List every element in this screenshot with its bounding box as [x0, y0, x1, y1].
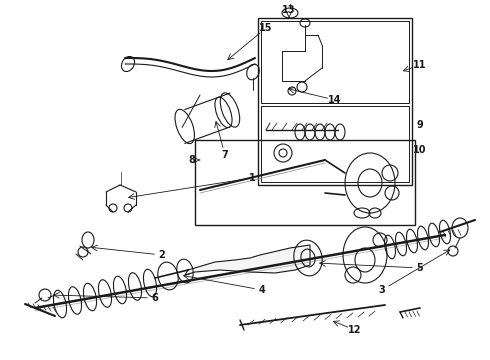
- Text: 2: 2: [159, 250, 166, 260]
- Polygon shape: [185, 245, 310, 275]
- Text: 1: 1: [248, 173, 255, 183]
- Text: 4: 4: [259, 285, 266, 295]
- Text: 3: 3: [379, 285, 385, 295]
- Text: 14: 14: [328, 95, 342, 105]
- Text: 15: 15: [259, 23, 273, 33]
- Text: 13: 13: [282, 5, 296, 15]
- Text: 6: 6: [151, 293, 158, 303]
- Bar: [195, 140, 415, 225]
- Text: 9: 9: [416, 120, 423, 130]
- Text: 7: 7: [221, 150, 228, 160]
- Text: 5: 5: [416, 263, 423, 273]
- Text: 11: 11: [413, 60, 427, 70]
- Text: 12: 12: [348, 325, 362, 335]
- Text: 8: 8: [189, 155, 196, 165]
- Bar: [261, 106, 409, 182]
- Bar: [261, 21, 409, 103]
- Text: 10: 10: [413, 145, 427, 155]
- Bar: [258, 18, 412, 185]
